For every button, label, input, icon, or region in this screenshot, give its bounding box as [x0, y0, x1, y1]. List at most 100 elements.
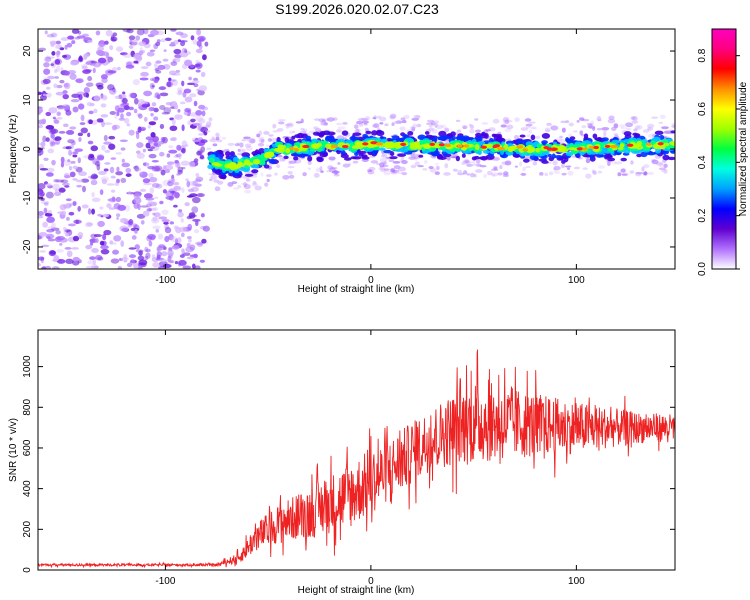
noise-speckle — [135, 132, 140, 140]
noise-speckle — [199, 154, 205, 159]
band-halo-speckle — [552, 160, 558, 166]
noise-speckle — [130, 92, 138, 99]
noise-speckle — [128, 190, 132, 195]
noise-speckle — [121, 162, 131, 168]
band-halo-speckle — [245, 145, 253, 151]
signal-band-mark — [327, 131, 336, 136]
band-halo-speckle — [457, 169, 462, 174]
noise-speckle — [149, 49, 156, 53]
noise-speckle — [70, 160, 76, 164]
noise-speckle — [183, 252, 191, 257]
noise-speckle — [54, 68, 58, 73]
signal-band-mark — [418, 154, 424, 158]
noise-speckle — [190, 118, 196, 123]
band-halo-speckle — [455, 119, 461, 122]
noise-speckle — [135, 55, 143, 62]
signal-band-mark — [444, 135, 451, 140]
band-halo-speckle — [307, 167, 311, 170]
noise-speckle — [173, 204, 178, 208]
band-halo-speckle — [402, 120, 407, 124]
band-halo-speckle — [660, 169, 666, 172]
signal-band-mark — [229, 151, 235, 156]
signal-peak-mark — [497, 147, 505, 151]
noise-speckle — [76, 184, 83, 188]
noise-speckle — [38, 215, 44, 219]
noise-speckle — [161, 209, 169, 215]
band-halo-speckle — [241, 182, 249, 186]
signal-band-mark — [305, 135, 312, 140]
band-halo-speckle — [412, 123, 418, 129]
band-halo-speckle — [268, 134, 274, 137]
band-halo-speckle — [625, 122, 633, 128]
noise-speckle — [107, 84, 115, 91]
noise-speckle — [156, 94, 161, 100]
band-halo-speckle — [231, 181, 238, 185]
noise-speckle — [41, 118, 47, 125]
band-halo-speckle — [212, 143, 218, 147]
band-halo-speckle — [434, 122, 438, 128]
band-halo-speckle — [337, 126, 346, 130]
band-halo-speckle — [336, 129, 342, 133]
noise-speckle — [180, 40, 186, 47]
noise-speckle — [199, 156, 205, 160]
noise-speckle — [137, 102, 142, 109]
noise-speckle — [140, 66, 149, 70]
band-halo-speckle — [289, 174, 295, 179]
signal-band-mark — [244, 173, 254, 177]
noise-speckle — [64, 229, 71, 233]
band-halo-speckle — [504, 128, 512, 133]
noise-speckle — [100, 245, 109, 250]
signal-band-mark — [596, 137, 603, 142]
noise-speckle — [179, 101, 186, 105]
band-halo-speckle — [520, 127, 529, 131]
noise-speckle — [44, 212, 53, 217]
band-halo-speckle — [585, 173, 592, 179]
noise-speckle — [193, 253, 198, 259]
noise-speckle — [135, 249, 144, 253]
noise-speckle — [192, 139, 201, 143]
noise-speckle — [175, 69, 180, 73]
noise-speckle — [83, 92, 89, 98]
band-halo-speckle — [561, 127, 566, 133]
band-halo-speckle — [342, 163, 351, 168]
band-halo-speckle — [581, 125, 587, 129]
band-halo-speckle — [502, 117, 510, 122]
noise-speckle — [163, 107, 172, 114]
signal-band-mark — [471, 156, 477, 161]
noise-speckle — [59, 242, 63, 246]
noise-speckle — [125, 173, 132, 177]
noise-speckle — [174, 57, 181, 63]
band-halo-speckle — [211, 136, 216, 141]
band-halo-speckle — [337, 162, 341, 165]
signal-peak-mark — [546, 147, 553, 151]
noise-speckle — [115, 171, 124, 176]
band-halo-speckle — [227, 142, 235, 146]
band-halo-speckle — [643, 164, 650, 169]
band-halo-speckle — [444, 163, 449, 169]
noise-speckle — [167, 249, 174, 257]
signal-band-mark — [530, 134, 536, 141]
noise-speckle — [100, 93, 104, 99]
noise-speckle — [71, 140, 76, 146]
noise-speckle — [52, 183, 61, 191]
band-halo-speckle — [523, 154, 531, 160]
noise-speckle — [110, 36, 118, 42]
band-halo-speckle — [579, 117, 585, 121]
noise-speckle — [47, 148, 55, 154]
band-halo-speckle — [295, 121, 303, 124]
band-halo-speckle — [411, 117, 419, 121]
noise-speckle — [180, 160, 190, 166]
signal-band-mark — [670, 130, 675, 134]
noise-speckle — [168, 149, 178, 154]
noise-speckle — [97, 220, 105, 228]
noise-speckle — [159, 92, 169, 97]
noise-speckle — [151, 159, 159, 163]
noise-speckle — [158, 244, 166, 248]
noise-speckle — [181, 232, 185, 238]
noise-speckle — [152, 206, 159, 212]
band-halo-speckle — [364, 116, 371, 121]
band-halo-speckle — [320, 170, 324, 173]
band-halo-speckle — [239, 142, 244, 148]
